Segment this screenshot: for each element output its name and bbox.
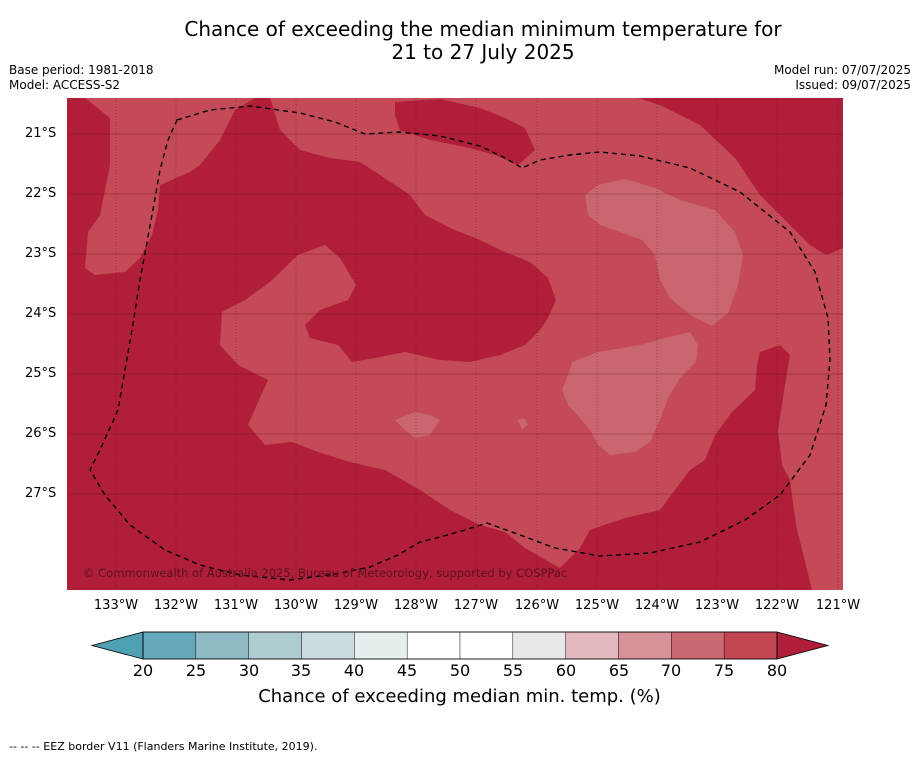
lat-label: 24°S: [25, 306, 57, 321]
model-text: Model: ACCESS-S2: [9, 78, 121, 92]
graticule: [67, 98, 843, 590]
lon-label: 126°W: [514, 598, 560, 613]
band-70-75: [395, 179, 743, 455]
lat-label: 23°S: [25, 246, 57, 261]
model-run-text: Model run: 07/07/2025: [773, 63, 911, 77]
eez-border: [89, 105, 831, 581]
colorbar-segment: [142, 631, 197, 660]
colorbar-tick: 60: [555, 661, 577, 680]
colorbar-segment: [301, 631, 355, 660]
colorbar-segment: [565, 631, 619, 660]
lat-label: 25°S: [25, 366, 57, 381]
colorbar-title: Chance of exceeding median min. temp. (%…: [258, 686, 661, 707]
colorbar-tick: 65: [608, 661, 630, 680]
colorbar-tick: 75: [713, 661, 735, 680]
lon-label: 122°W: [754, 598, 800, 613]
colorbar-segment: [723, 631, 778, 660]
lon-label: 129°W: [333, 598, 379, 613]
lon-label: 124°W: [634, 598, 680, 613]
colorbar-tick: 70: [660, 661, 682, 680]
lon-label: 133°W: [93, 598, 139, 613]
lon-label: 121°W: [815, 598, 861, 613]
chart-title: Chance of exceeding the median minimum t…: [0, 18, 919, 64]
colorbar-segment: [354, 631, 408, 660]
colorbar-tick: 30: [238, 661, 260, 680]
lon-label: 125°W: [574, 598, 620, 613]
base-period-text: Base period: 1981-2018: [9, 63, 154, 77]
info-right: Model run: 07/07/2025 Issued: 09/07/2025: [774, 63, 911, 93]
probability-map: [67, 98, 843, 590]
colorbar-segment: [671, 631, 725, 660]
colorbar-tick: 40: [343, 661, 365, 680]
colorbar-tick: 45: [396, 661, 418, 680]
colorbar-segment: [195, 631, 249, 660]
issued-text: Issued: 09/07/2025: [795, 78, 911, 92]
lat-label: 27°S: [25, 486, 57, 501]
colorbar-over-arrow: [776, 631, 830, 660]
colorbar-tick: 25: [185, 661, 207, 680]
colorbar-tick: 50: [449, 661, 471, 680]
colorbar-segment: [512, 631, 566, 660]
colorbar-tick: 80: [766, 661, 788, 680]
eez-legend-note: -- -- -- EEZ border V11 (Flanders Marine…: [9, 740, 318, 753]
colorbar-tick: 35: [290, 661, 312, 680]
colorbar-under-arrow: [90, 631, 144, 660]
colorbar: [90, 631, 830, 660]
info-left: Base period: 1981-2018 Model: ACCESS-S2: [9, 63, 154, 93]
colorbar-frame: [142, 631, 778, 660]
lon-label: 130°W: [273, 598, 319, 613]
title-line-2: 21 to 27 July 2025: [391, 40, 575, 64]
lon-label: 132°W: [153, 598, 199, 613]
colorbar-segment: [459, 631, 514, 660]
colorbar-segment: [406, 631, 461, 660]
colorbar-tick: 20: [132, 661, 154, 680]
lat-label: 26°S: [25, 426, 57, 441]
copyright-notice: © Commonwealth of Australia 2025, Bureau…: [83, 566, 568, 580]
colorbar-segment: [248, 631, 302, 660]
title-line-1: Chance of exceeding the median minimum t…: [184, 17, 782, 41]
lon-label: 131°W: [213, 598, 259, 613]
lon-label: 128°W: [393, 598, 439, 613]
lat-label: 22°S: [25, 186, 57, 201]
colorbar-tick: 55: [502, 661, 524, 680]
colorbar-segment: [618, 631, 672, 660]
lon-label: 127°W: [453, 598, 499, 613]
lon-label: 123°W: [694, 598, 740, 613]
lat-label: 21°S: [25, 126, 57, 141]
